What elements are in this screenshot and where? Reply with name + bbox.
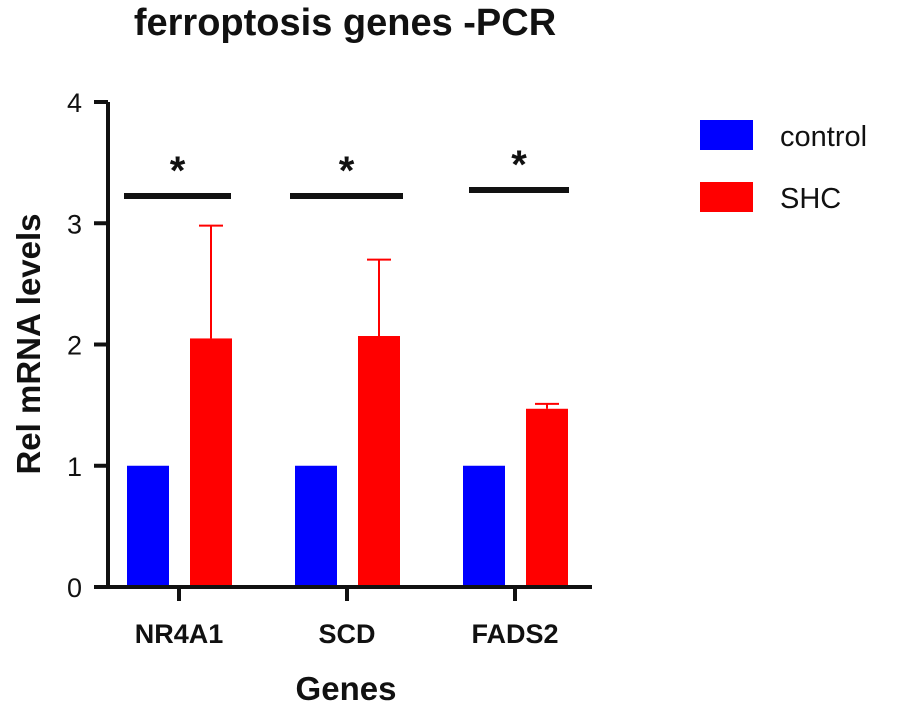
significance-label: * xyxy=(170,149,186,193)
y-axis-title: Rel mRNA levels xyxy=(10,213,47,474)
significance-label: * xyxy=(339,149,355,193)
chart-title: ferroptosis genes -PCR xyxy=(134,2,556,44)
bar-shc-fads2 xyxy=(526,408,568,587)
legend-swatch-control xyxy=(700,120,753,150)
bar-shc-scd xyxy=(358,336,400,587)
bar-shc-nr4a1 xyxy=(190,338,232,587)
y-tick-label: 0 xyxy=(67,573,82,603)
significance-label: * xyxy=(511,143,527,187)
x-axis-title: Genes xyxy=(296,670,397,707)
bar-control-nr4a1 xyxy=(127,465,169,587)
plot-area: 0 1 2 3 4 NR4A1 SCD FADS2 * * * xyxy=(67,88,592,649)
y-tick-label: 1 xyxy=(67,452,82,482)
y-tick-label: 2 xyxy=(67,331,82,361)
legend-label-shc: SHC xyxy=(780,183,841,215)
x-tick-label: FADS2 xyxy=(471,619,558,649)
y-tick-label: 3 xyxy=(67,209,82,239)
bar-control-fads2 xyxy=(463,465,505,587)
legend-swatch-shc xyxy=(700,182,753,212)
legend: control SHC xyxy=(700,120,867,215)
bar-control-scd xyxy=(295,465,337,587)
x-tick-label: SCD xyxy=(318,619,375,649)
x-tick-label: NR4A1 xyxy=(135,619,224,649)
legend-label-control: control xyxy=(780,121,867,153)
y-tick-label: 4 xyxy=(67,88,82,118)
